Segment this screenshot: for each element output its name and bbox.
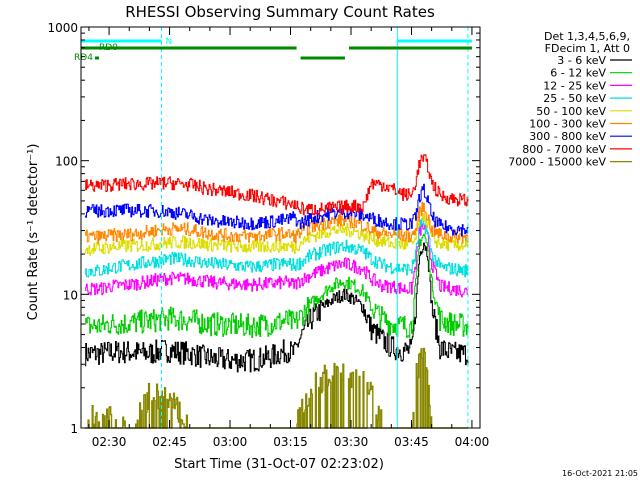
series-line-6 <box>84 201 469 244</box>
legend-header-1: Det 1,3,4,5,6,9, <box>544 30 630 43</box>
series-line-3 <box>84 223 469 298</box>
status-label-n: N <box>166 37 173 47</box>
legend-header-2: FDecim 1, Att 0 <box>545 42 630 55</box>
legend-label-3: 12 - 25 keV <box>543 79 606 92</box>
chart-title: RHESSI Observing Summary Count Rates <box>125 3 435 21</box>
x-tick-label: 03:15 <box>273 435 308 449</box>
legend-label-9: 7000 - 15000 keV <box>508 156 606 169</box>
status-label-rd4: RD4 <box>74 53 93 63</box>
x-tick-label: 03:45 <box>394 435 429 449</box>
series-line-8 <box>84 154 469 216</box>
y-tick-label: 1000 <box>47 21 78 35</box>
series-line-7 <box>84 183 469 237</box>
x-tick-label: 04:00 <box>455 435 490 449</box>
legend-label-1: 3 - 6 keV <box>557 54 606 67</box>
series-line-4 <box>84 217 469 278</box>
y-axis-label: Count Rate (s⁻¹ detector⁻¹) <box>26 144 41 321</box>
y-tick-label: 1 <box>70 422 78 436</box>
legend-label-6: 100 - 300 keV <box>529 118 606 131</box>
series-line-5 <box>84 208 469 256</box>
series-line-1 <box>84 242 469 373</box>
x-tick-label: 03:00 <box>213 435 248 449</box>
status-label-rd0: RD0 <box>99 43 118 53</box>
legend: Det 1,3,4,5,6,9,FDecim 1, Att 03 - 6 keV… <box>508 30 632 169</box>
plot-frame <box>80 26 481 429</box>
legend-label-8: 800 - 7000 keV <box>522 143 606 156</box>
x-tick-label: 02:45 <box>152 435 187 449</box>
x-axis-label: Start Time (31-Oct-07 02:23:02) <box>174 457 384 472</box>
legend-label-5: 50 - 100 keV <box>536 105 606 118</box>
x-tick-label: 03:30 <box>334 435 369 449</box>
timestamp: 16-Oct-2021 21:05 <box>562 469 638 478</box>
y-tick-label: 100 <box>55 155 78 169</box>
series-line-2 <box>84 233 469 338</box>
y-tick-label: 10 <box>63 288 78 302</box>
x-tick-label: 02:30 <box>92 435 127 449</box>
legend-label-7: 300 - 800 keV <box>529 130 606 143</box>
legend-label-4: 25 - 50 keV <box>543 92 606 105</box>
legend-label-2: 6 - 12 keV <box>550 67 606 80</box>
